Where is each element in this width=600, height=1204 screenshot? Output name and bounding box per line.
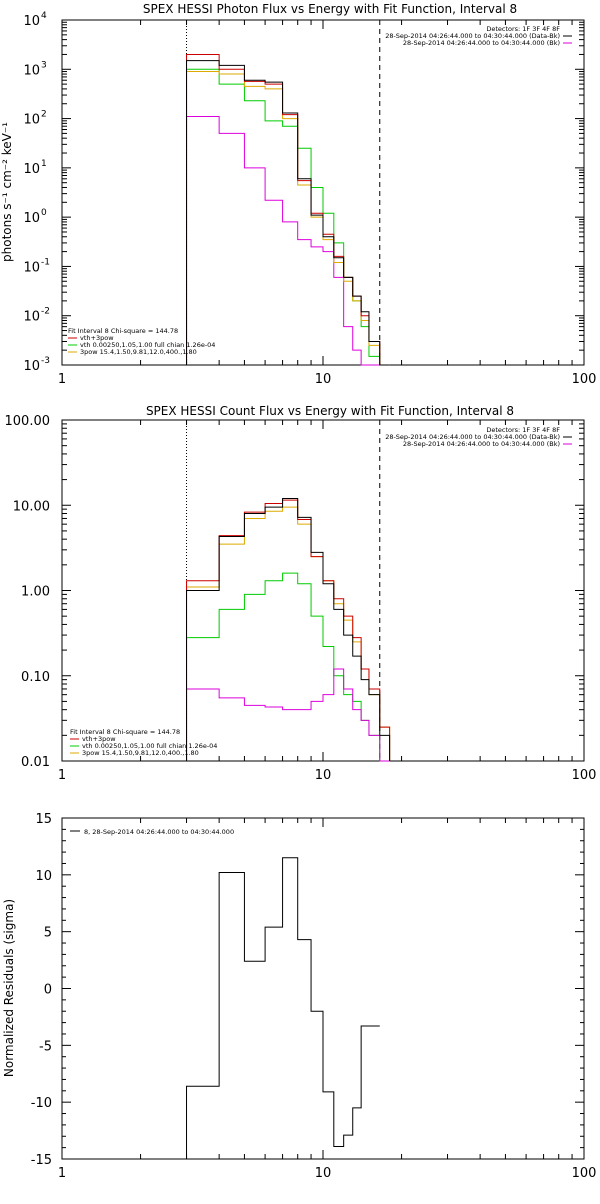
- panel2-series-thermal: [186, 572, 390, 762]
- panel1-ylabel: photons s⁻¹ cm⁻² keV⁻¹: [0, 122, 14, 262]
- panel1-series-power: [186, 116, 390, 366]
- panel1-xtick-label: 100: [572, 372, 597, 387]
- panel3-xtick-label: 100: [572, 1166, 597, 1181]
- panel1-legend-label: vth 0.00250,1.05,1.00 full chian 1.26e-0…: [80, 341, 215, 349]
- panel2-series-fitsum: [186, 506, 391, 761]
- panel2-legend-label: 3pow 15.4,1.50,9.81,12.0,400.,1.80: [82, 749, 199, 757]
- panel1-ytick-exponent: 3: [41, 60, 47, 70]
- panel1-series-fitsum: [186, 71, 390, 366]
- panel2-xtick-label: 10: [315, 768, 332, 783]
- panel2-ytick-label: 0.01: [21, 755, 50, 770]
- panel1-ytick-label: 10: [23, 113, 40, 128]
- panel1-series: [186, 53, 390, 366]
- panel1-ytick-exponent: 4: [41, 11, 47, 21]
- panel1-ytick-exponent: -2: [41, 307, 50, 317]
- panel1-ytick-exponent: -1: [41, 257, 50, 267]
- panel2-axes: 1 10 100 0.01 0.10 1.00 10.00 100.00: [5, 414, 597, 783]
- panel1-ytick-exponent: 1: [41, 159, 47, 169]
- panel1-ylabel: photons s⁻¹ cm⁻² keV⁻¹: [0, 122, 14, 262]
- panel1-legend-label: 3pow 15.4,1.50,9.81,12.0,400.,1.80: [80, 348, 197, 356]
- panel1-ytick-label: 10: [23, 260, 40, 275]
- panel3-axes: 1 10 100 -15 -10 -5 0 5 10 15: [31, 812, 597, 1181]
- panel2-xtick-label: 1: [58, 768, 66, 783]
- panel2-legend-label: vth 0.00250,1.05,1.00 full chian 1.26e-0…: [82, 742, 217, 750]
- panel3-xtick-label: 10: [315, 1166, 332, 1181]
- panel1-series-data: [186, 60, 390, 366]
- panel2-ytick-label: 0.10: [21, 670, 50, 685]
- panel1-xtick-label: 1: [58, 372, 66, 387]
- residuals-panel: 1 10 100 -15 -10 -5 0 5 10 15 Normalized Residual…: [2, 812, 596, 1181]
- panel2-ytick-label: 10.00: [13, 499, 50, 514]
- panel1-series-total: [186, 53, 390, 366]
- panel2-xtick-label: 100: [572, 768, 597, 783]
- panel2-ytick-label: 1.00: [21, 585, 50, 600]
- panel1-ytick-exponent: 0: [41, 208, 47, 218]
- count-flux-panel: SPEX HESSI Count Flux vs Energy with Fit…: [5, 404, 597, 783]
- panel3-series: [186, 857, 380, 1159]
- panel1-title: SPEX HESSI Photon Flux vs Energy with Fi…: [143, 2, 517, 16]
- panel1-ytick-label: 10: [23, 211, 40, 226]
- panel3-ytick-label: 15: [35, 812, 52, 827]
- panel2-legend-label: 28-Sep-2014 04:26:44.000 to 04:30:44.000…: [403, 440, 560, 448]
- panel2-series-power: [186, 668, 390, 762]
- panel3-ytick-label: 0: [44, 983, 52, 998]
- panel3-ytick-label: -10: [31, 1096, 52, 1111]
- panel1-ytick-exponent: 2: [41, 110, 47, 120]
- panel2-ytick-label: 100.00: [5, 414, 51, 429]
- panel2-legend-label: vth+3pow: [82, 735, 116, 743]
- panel1-ytick-label: 10: [23, 310, 40, 325]
- panel2-legend-label: Fit Interval 8 Chi-square = 144.78: [70, 728, 180, 736]
- panel2-title: SPEX HESSI Count Flux vs Energy with Fit…: [146, 404, 514, 418]
- panel2-legend-label: Detectors: 1F 3F 4F 8F: [486, 426, 560, 434]
- panel1-legend-label: Fit Interval 8 Chi-square = 144.78: [68, 327, 178, 335]
- panel3-xtick-label: 1: [58, 1166, 66, 1181]
- panel2-series-data: [186, 498, 391, 761]
- panel3-frame: [61, 817, 585, 1160]
- panel1-legend: Fit Interval 8 Chi-square = 144.78vth+3p…: [68, 25, 572, 356]
- panel3-residual-line: [186, 857, 380, 1159]
- panel2-legend: Fit Interval 8 Chi-square = 144.78vth+3p…: [70, 426, 572, 757]
- panel1-ytick-label: 10: [23, 63, 40, 78]
- panel1-ytick-label: 10: [23, 359, 40, 374]
- panel2-series-total: [186, 499, 391, 761]
- panel3-legend-label: 8, 28-Sep-2014 04:26:44.000 to 04:30:44.…: [84, 828, 234, 836]
- panel3-ytick-label: -15: [31, 1153, 52, 1168]
- panel2-legend-label: 28-Sep-2014 04:26:44.000 to 04:30:44.000…: [385, 433, 560, 441]
- panel1-series-thermal: [186, 68, 390, 366]
- panel2-reference-lines: [186, 420, 381, 761]
- panel1-ytick-label: 10: [23, 14, 40, 29]
- panel2-series: [186, 498, 391, 762]
- photon-flux-panel: SPEX HESSI Photon Flux vs Energy with Fi…: [0, 2, 596, 387]
- panel1-legend-label: vth+3pow: [80, 334, 114, 342]
- panel3-legend: 8, 28-Sep-2014 04:26:44.000 to 04:30:44.…: [70, 828, 234, 836]
- panel3-ytick-label: -5: [39, 1039, 52, 1054]
- panel1-ytick-label: 10: [23, 162, 40, 177]
- panel1-legend-label: Detectors: 1F 3F 4F 8F: [486, 25, 560, 33]
- panel1-xtick-label: 10: [315, 372, 332, 387]
- panel3-ytick-label: 5: [44, 926, 52, 941]
- panel2-frame: [61, 419, 585, 762]
- panel1-legend-label: 28-Sep-2014 04:26:44.000 to 04:30:44.000…: [385, 32, 560, 40]
- panel1-ytick-exponent: -3: [41, 356, 50, 366]
- panel1-legend-label: 28-Sep-2014 04:26:44.000 to 04:30:44.000…: [403, 39, 560, 47]
- panel3-ylabel: Normalized Residuals (sigma): [2, 899, 16, 1077]
- panel3-ytick-label: 10: [35, 869, 52, 884]
